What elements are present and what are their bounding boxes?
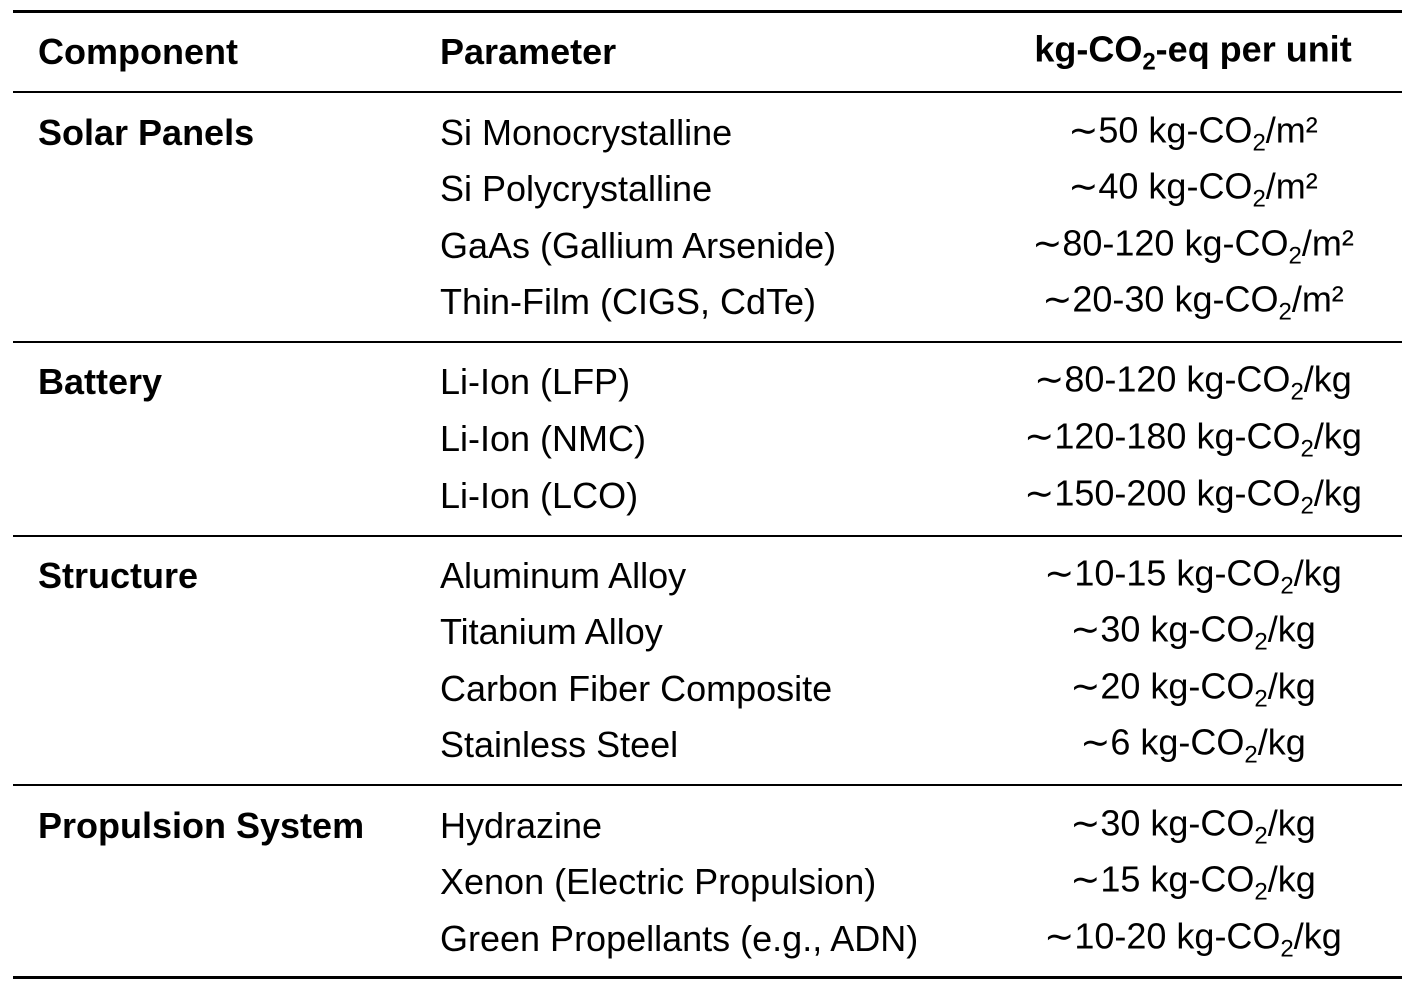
value-subscript: 2	[1254, 628, 1268, 656]
row-parameter: Green Propellants (e.g., ADN)	[440, 918, 919, 959]
value-subscript: 2	[1252, 129, 1266, 157]
value-main: ∼80-120 kg-CO	[1034, 358, 1291, 400]
row-parameter: Carbon Fiber Composite	[440, 668, 833, 709]
value-main: ∼150-200 kg-CO	[1024, 472, 1301, 514]
row-value: ∼20-30 kg-CO2/m²	[1042, 279, 1344, 326]
row-parameter: Li-Ion (NMC)	[440, 418, 647, 459]
value-main: ∼10-20 kg-CO	[1044, 915, 1281, 957]
value-subscript: 2	[1254, 878, 1268, 906]
value-unit: /m²	[1301, 222, 1354, 264]
value-unit: /kg	[1313, 415, 1362, 457]
value-main: ∼10-15 kg-CO	[1044, 552, 1281, 594]
table-top-rule	[13, 10, 1402, 13]
group-separator-rule	[13, 535, 1402, 537]
value-unit: /kg	[1303, 358, 1352, 400]
group-separator-rule	[13, 341, 1402, 343]
value-main: ∼40 kg-CO	[1068, 165, 1253, 207]
row-parameter: Titanium Alloy	[440, 611, 663, 652]
row-value: ∼50 kg-CO2/m²	[1068, 110, 1318, 157]
row-value: ∼30 kg-CO2/kg	[1070, 609, 1316, 656]
value-main: ∼120-180 kg-CO	[1024, 415, 1301, 457]
header-value: kg-CO2-eq per unit	[1034, 29, 1351, 76]
value-subscript: 2	[1244, 741, 1258, 769]
value-main: ∼30 kg-CO	[1070, 802, 1255, 844]
value-subscript: 2	[1254, 822, 1268, 850]
value-subscript: 2	[1288, 242, 1302, 270]
value-main: ∼20-30 kg-CO	[1042, 278, 1279, 320]
value-subscript: 2	[1280, 572, 1294, 600]
value-unit: /m²	[1265, 165, 1318, 207]
header-value-prefix: kg-CO	[1034, 28, 1143, 70]
row-value: ∼40 kg-CO2/m²	[1068, 166, 1318, 213]
row-parameter: Li-Ion (LCO)	[440, 475, 639, 516]
value-unit: /kg	[1257, 721, 1306, 763]
value-subscript: 2	[1300, 492, 1314, 520]
row-parameter: Thin-Film (CIGS, CdTe)	[440, 281, 817, 322]
header-parameter: Parameter	[440, 31, 617, 72]
row-value: ∼10-15 kg-CO2/kg	[1044, 553, 1342, 600]
row-value: ∼20 kg-CO2/kg	[1070, 666, 1316, 713]
row-parameter: Xenon (Electric Propulsion)	[440, 861, 877, 902]
header-value-subscript: 2	[1142, 48, 1156, 76]
value-unit: /kg	[1267, 802, 1316, 844]
value-unit: /m²	[1265, 109, 1318, 151]
group-separator-rule	[13, 784, 1402, 786]
value-unit: /kg	[1313, 472, 1362, 514]
value-main: ∼30 kg-CO	[1070, 608, 1255, 650]
value-unit: /m²	[1291, 278, 1344, 320]
row-value: ∼15 kg-CO2/kg	[1070, 859, 1316, 906]
value-subscript: 2	[1252, 185, 1266, 213]
row-value: ∼80-120 kg-CO2/kg	[1034, 359, 1352, 406]
row-value: ∼120-180 kg-CO2/kg	[1024, 416, 1362, 463]
value-unit: /kg	[1293, 552, 1342, 594]
value-main: ∼50 kg-CO	[1068, 109, 1253, 151]
value-subscript: 2	[1278, 298, 1292, 326]
value-subscript: 2	[1254, 685, 1268, 713]
row-parameter: Si Polycrystalline	[440, 168, 713, 209]
group-component: Battery	[38, 361, 163, 402]
row-value: ∼30 kg-CO2/kg	[1070, 803, 1316, 850]
header-value-suffix: -eq per unit	[1155, 28, 1352, 70]
value-unit: /kg	[1267, 608, 1316, 650]
value-unit: /kg	[1267, 858, 1316, 900]
value-subscript: 2	[1290, 378, 1304, 406]
row-parameter: Si Monocrystalline	[440, 112, 733, 153]
row-parameter: Hydrazine	[440, 805, 603, 846]
row-value: ∼6 kg-CO2/kg	[1080, 722, 1306, 769]
header-rule	[13, 91, 1402, 93]
header-component: Component	[38, 31, 238, 72]
group-component: Structure	[38, 555, 199, 596]
value-unit: /kg	[1267, 665, 1316, 707]
row-value: ∼150-200 kg-CO2/kg	[1024, 473, 1362, 520]
value-subscript: 2	[1300, 435, 1314, 463]
row-value: ∼10-20 kg-CO2/kg	[1044, 916, 1342, 963]
value-main: ∼6 kg-CO	[1080, 721, 1245, 763]
group-component: Propulsion System	[38, 805, 365, 846]
row-value: ∼80-120 kg-CO2/m²	[1032, 223, 1354, 270]
value-main: ∼20 kg-CO	[1070, 665, 1255, 707]
row-parameter: Li-Ion (LFP)	[440, 361, 631, 402]
value-subscript: 2	[1280, 935, 1294, 963]
value-main: ∼80-120 kg-CO	[1032, 222, 1289, 264]
row-parameter: Aluminum Alloy	[440, 555, 687, 596]
value-unit: /kg	[1293, 915, 1342, 957]
value-main: ∼15 kg-CO	[1070, 858, 1255, 900]
row-parameter: Stainless Steel	[440, 724, 679, 765]
group-component: Solar Panels	[38, 112, 255, 153]
row-parameter: GaAs (Gallium Arsenide)	[440, 225, 837, 266]
table-bottom-rule	[13, 976, 1402, 979]
